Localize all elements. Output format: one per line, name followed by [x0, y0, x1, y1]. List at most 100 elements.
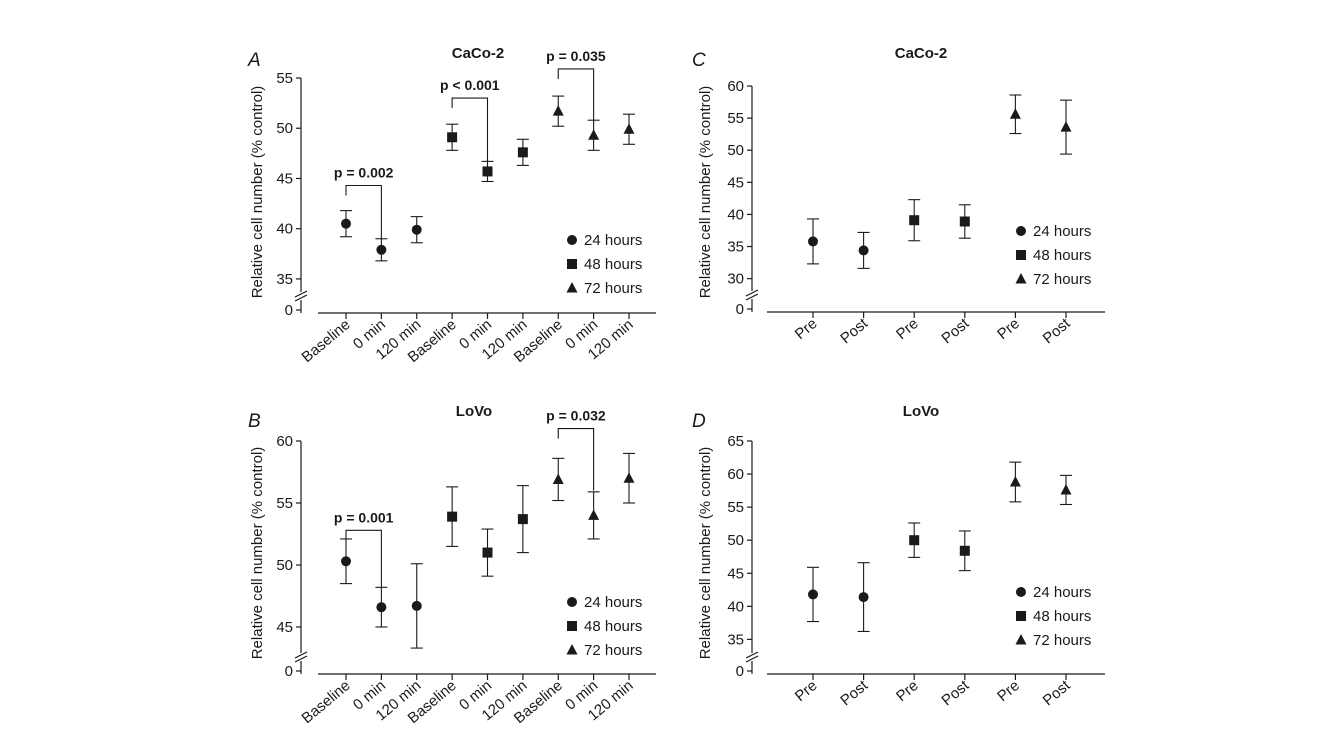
panel-title: LoVo — [903, 403, 939, 420]
y-tick-label: 40 — [727, 206, 744, 223]
x-category-label: Pre — [994, 677, 1023, 705]
y-tick-label: 30 — [727, 271, 744, 288]
data-point-triangle — [1009, 108, 1021, 119]
y-tick-label: 45 — [727, 565, 744, 582]
legend-marker-triangle — [566, 282, 578, 293]
legend-label: 72 hours — [584, 280, 642, 297]
y-tick-label: 45 — [727, 174, 744, 191]
chart-panel-d: D LoVo Relative cell number (% control) 0 35… — [692, 403, 1105, 709]
x-category-label: Pre — [893, 315, 922, 343]
data-point-circle — [341, 556, 351, 567]
legend-label: 48 hours — [1033, 608, 1091, 625]
x-category-label: Post — [837, 315, 872, 348]
y-tick-label: 40 — [276, 221, 293, 238]
p-value-label: p = 0.001 — [334, 509, 394, 525]
y-axis-label: Relative cell number (% control) — [697, 447, 714, 660]
data-point-circle — [376, 244, 387, 255]
data-point-triangle — [588, 129, 600, 140]
p-value-label: p < 0.001 — [440, 77, 500, 93]
data-point-square — [447, 132, 458, 143]
data-point-square — [959, 216, 970, 227]
x-category-label: Pre — [893, 677, 922, 705]
data-point-square — [482, 166, 493, 177]
y-tick-label: 55 — [276, 495, 293, 512]
panel-title: CaCo-2 — [895, 45, 948, 62]
axis-break-mark — [745, 655, 759, 663]
y-tick-label: 0 — [285, 302, 293, 319]
data-point-circle — [858, 245, 869, 256]
x-category-label: Pre — [792, 315, 821, 343]
y-tick-label: 65 — [727, 433, 744, 450]
data-point-square — [909, 215, 920, 226]
legend-marker-circle — [1016, 587, 1026, 597]
y-tick-label: 55 — [727, 110, 744, 127]
legend-marker-circle — [567, 235, 577, 245]
significance-bracket — [557, 428, 595, 491]
axis-break-mark — [294, 655, 308, 663]
panel-letter: C — [692, 50, 706, 71]
x-category-label: Post — [938, 315, 973, 348]
data-point-triangle — [1060, 483, 1072, 495]
legend-label: 48 hours — [1033, 247, 1091, 264]
data-point-square — [447, 511, 458, 522]
axis-break-mark — [745, 651, 759, 659]
legend-label: 48 hours — [584, 256, 642, 273]
y-tick-label: 35 — [276, 271, 293, 288]
legend-marker-square — [1016, 250, 1026, 260]
y-tick-label: 45 — [276, 170, 293, 187]
data-point-triangle — [552, 105, 564, 116]
y-tick-label: 60 — [276, 433, 293, 450]
legend-marker-square — [567, 259, 577, 269]
chart-panel-b: B LoVo Relative cell number (% control) 0 45… — [248, 403, 656, 727]
axis-break-mark — [745, 289, 759, 297]
axis-break-mark — [745, 293, 759, 301]
data-point-circle — [376, 602, 387, 613]
data-point-circle — [808, 236, 818, 247]
data-point-triangle — [1009, 476, 1021, 487]
p-value-label: p = 0.002 — [334, 164, 394, 180]
x-category-label: Post — [1040, 315, 1075, 348]
legend-label: 72 hours — [584, 642, 642, 659]
significance-bracket — [345, 529, 382, 588]
legend-marker-square — [1016, 611, 1026, 621]
legend-label: 72 hours — [1033, 271, 1091, 288]
panel-title: LoVo — [456, 403, 492, 420]
legend-marker-triangle — [1015, 273, 1027, 284]
axis-break-mark — [294, 290, 308, 298]
data-point-square — [909, 535, 920, 546]
y-tick-label: 40 — [727, 598, 744, 615]
legend-label: 24 hours — [1033, 584, 1091, 601]
panel-title: CaCo-2 — [452, 45, 505, 62]
legend-label: 24 hours — [584, 594, 642, 611]
y-tick-label: 0 — [285, 663, 293, 680]
legend-label: 24 hours — [1033, 223, 1091, 240]
significance-bracket — [451, 97, 489, 162]
y-tick-label: 55 — [276, 70, 293, 87]
y-tick-label: 50 — [276, 120, 293, 137]
y-tick-label: 35 — [727, 631, 744, 648]
legend-marker-circle — [1016, 226, 1026, 236]
data-point-triangle — [623, 123, 635, 134]
panel-letter: B — [248, 411, 261, 432]
y-axis-label: Relative cell number (% control) — [249, 447, 266, 660]
y-tick-label: 0 — [736, 301, 744, 318]
x-category-label: Baseline — [299, 677, 354, 727]
legend-marker-square — [567, 621, 577, 631]
significance-bracket — [345, 184, 382, 240]
y-axis-label: Relative cell number (% control) — [697, 86, 714, 299]
axis-break-mark — [294, 294, 308, 302]
y-tick-label: 0 — [736, 663, 744, 680]
data-point-circle — [808, 589, 818, 600]
data-point-square — [517, 514, 528, 525]
data-point-circle — [341, 218, 351, 229]
x-category-label: Post — [1040, 677, 1075, 710]
data-point-triangle — [1060, 121, 1072, 132]
p-value-label: p = 0.032 — [546, 408, 606, 424]
axis-break-mark — [294, 651, 308, 659]
y-tick-label: 60 — [727, 78, 744, 95]
p-value-label: p = 0.035 — [546, 48, 606, 64]
y-tick-label: 35 — [727, 239, 744, 256]
y-tick-label: 55 — [727, 499, 744, 516]
panel-letter: A — [247, 50, 261, 71]
